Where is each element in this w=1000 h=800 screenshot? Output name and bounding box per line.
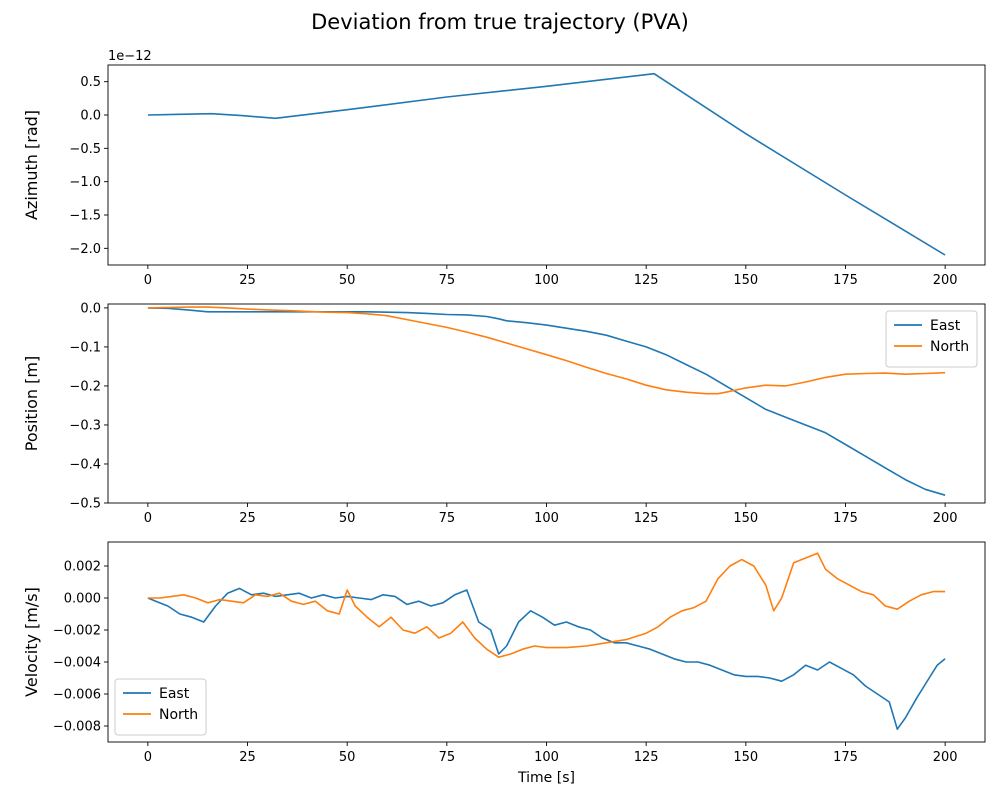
velocity-xtick-label: 150 bbox=[733, 750, 758, 765]
velocity-legend-label-north: North bbox=[159, 707, 198, 723]
position-xtick-label: 150 bbox=[733, 511, 758, 526]
position-series-east bbox=[147, 307, 946, 496]
velocity-legend-label-east: East bbox=[159, 686, 190, 702]
azimuth-xtick-label: 0 bbox=[144, 273, 152, 288]
position-ytick-label: −0.2 bbox=[69, 379, 101, 394]
position-y-axis-label: Position [m] bbox=[22, 356, 41, 451]
velocity-xtick-label: 200 bbox=[933, 750, 958, 765]
position-ytick-label: −0.1 bbox=[69, 340, 101, 355]
velocity-xtick-label: 175 bbox=[833, 750, 858, 765]
position-ytick-label: 0.0 bbox=[80, 301, 101, 316]
azimuth-series-line bbox=[147, 72, 946, 256]
position-ytick-label: −0.3 bbox=[69, 418, 101, 433]
azimuth-xtick-label: 125 bbox=[634, 273, 659, 288]
velocity-ytick-label: −0.004 bbox=[53, 656, 101, 671]
position-ytick-label: −0.5 bbox=[69, 497, 101, 512]
position-series-north bbox=[147, 306, 946, 395]
azimuth-y-axis-label: Azimuth [rad] bbox=[22, 110, 41, 220]
position-xtick-label: 50 bbox=[339, 511, 356, 526]
azimuth-ytick-label: −1.0 bbox=[69, 175, 101, 190]
position-legend: East North bbox=[885, 310, 978, 368]
velocity-series-north bbox=[147, 552, 946, 659]
position-legend-label-east: East bbox=[930, 318, 961, 334]
velocity-frame bbox=[107, 541, 986, 743]
azimuth-ytick-label: −2.0 bbox=[69, 242, 101, 257]
azimuth-ytick-label: −0.5 bbox=[69, 142, 101, 157]
figure-title: Deviation from true trajectory (PVA) bbox=[311, 10, 689, 34]
velocity-xtick-label: 75 bbox=[439, 750, 456, 765]
position-xtick-label: 100 bbox=[534, 511, 559, 526]
velocity-series-east bbox=[147, 587, 946, 731]
azimuth-offset-label: 1e−12 bbox=[108, 49, 152, 64]
velocity-xtick-label: 25 bbox=[239, 750, 256, 765]
velocity-xtick-label: 100 bbox=[534, 750, 559, 765]
position-lines bbox=[147, 306, 946, 496]
velocity-ytick-label: −0.006 bbox=[53, 688, 101, 703]
velocity-panel: 0 25 50 75 100 125 150 175 200 −0.008 −0.006 −0.004… bbox=[22, 541, 986, 786]
velocity-y-axis-label: Velocity [m/s] bbox=[22, 587, 41, 697]
position-xtick-label: 75 bbox=[439, 511, 456, 526]
azimuth-panel: 0 25 50 75 100 125 150 175 200 −2.0 −1.5 −1.0 −0.5 0.… bbox=[22, 49, 986, 288]
azimuth-xtick-label: 50 bbox=[339, 273, 356, 288]
velocity-xtick-label: 50 bbox=[339, 750, 356, 765]
azimuth-lines bbox=[147, 72, 946, 256]
position-xtick-label: 25 bbox=[239, 511, 256, 526]
azimuth-xtick-label: 25 bbox=[239, 273, 256, 288]
position-xtick-label: 175 bbox=[833, 511, 858, 526]
velocity-ytick-label: 0.000 bbox=[64, 592, 101, 607]
position-xtick-label: 0 bbox=[144, 511, 152, 526]
azimuth-frame bbox=[107, 64, 986, 266]
azimuth-xtick-label: 150 bbox=[733, 273, 758, 288]
position-legend-label-north: North bbox=[930, 339, 969, 355]
azimuth-ytick-label: 0.5 bbox=[80, 75, 101, 90]
velocity-x-axis-label: Time [s] bbox=[517, 770, 575, 786]
velocity-ytick-label: −0.002 bbox=[53, 624, 101, 639]
position-ytick-label: −0.4 bbox=[69, 457, 101, 472]
position-xtick-label: 125 bbox=[634, 511, 659, 526]
velocity-legend: East North bbox=[114, 678, 207, 736]
velocity-ytick-label: −0.008 bbox=[53, 720, 101, 735]
azimuth-xtick-label: 200 bbox=[933, 273, 958, 288]
velocity-xtick-label: 125 bbox=[634, 750, 659, 765]
velocity-xtick-label: 0 bbox=[144, 750, 152, 765]
azimuth-ytick-label: 0.0 bbox=[80, 109, 101, 124]
position-panel: 0 25 50 75 100 125 150 175 200 −0.5 −0.4 −0.3 −0.2 −0… bbox=[22, 301, 986, 526]
position-xtick-label: 200 bbox=[933, 511, 958, 526]
position-frame bbox=[107, 303, 986, 504]
azimuth-xtick-label: 175 bbox=[833, 273, 858, 288]
azimuth-xtick-label: 75 bbox=[439, 273, 456, 288]
velocity-ytick-label: 0.002 bbox=[64, 560, 101, 575]
velocity-lines bbox=[147, 552, 946, 731]
azimuth-ytick-label: −1.5 bbox=[69, 209, 101, 224]
azimuth-xtick-label: 100 bbox=[534, 273, 559, 288]
